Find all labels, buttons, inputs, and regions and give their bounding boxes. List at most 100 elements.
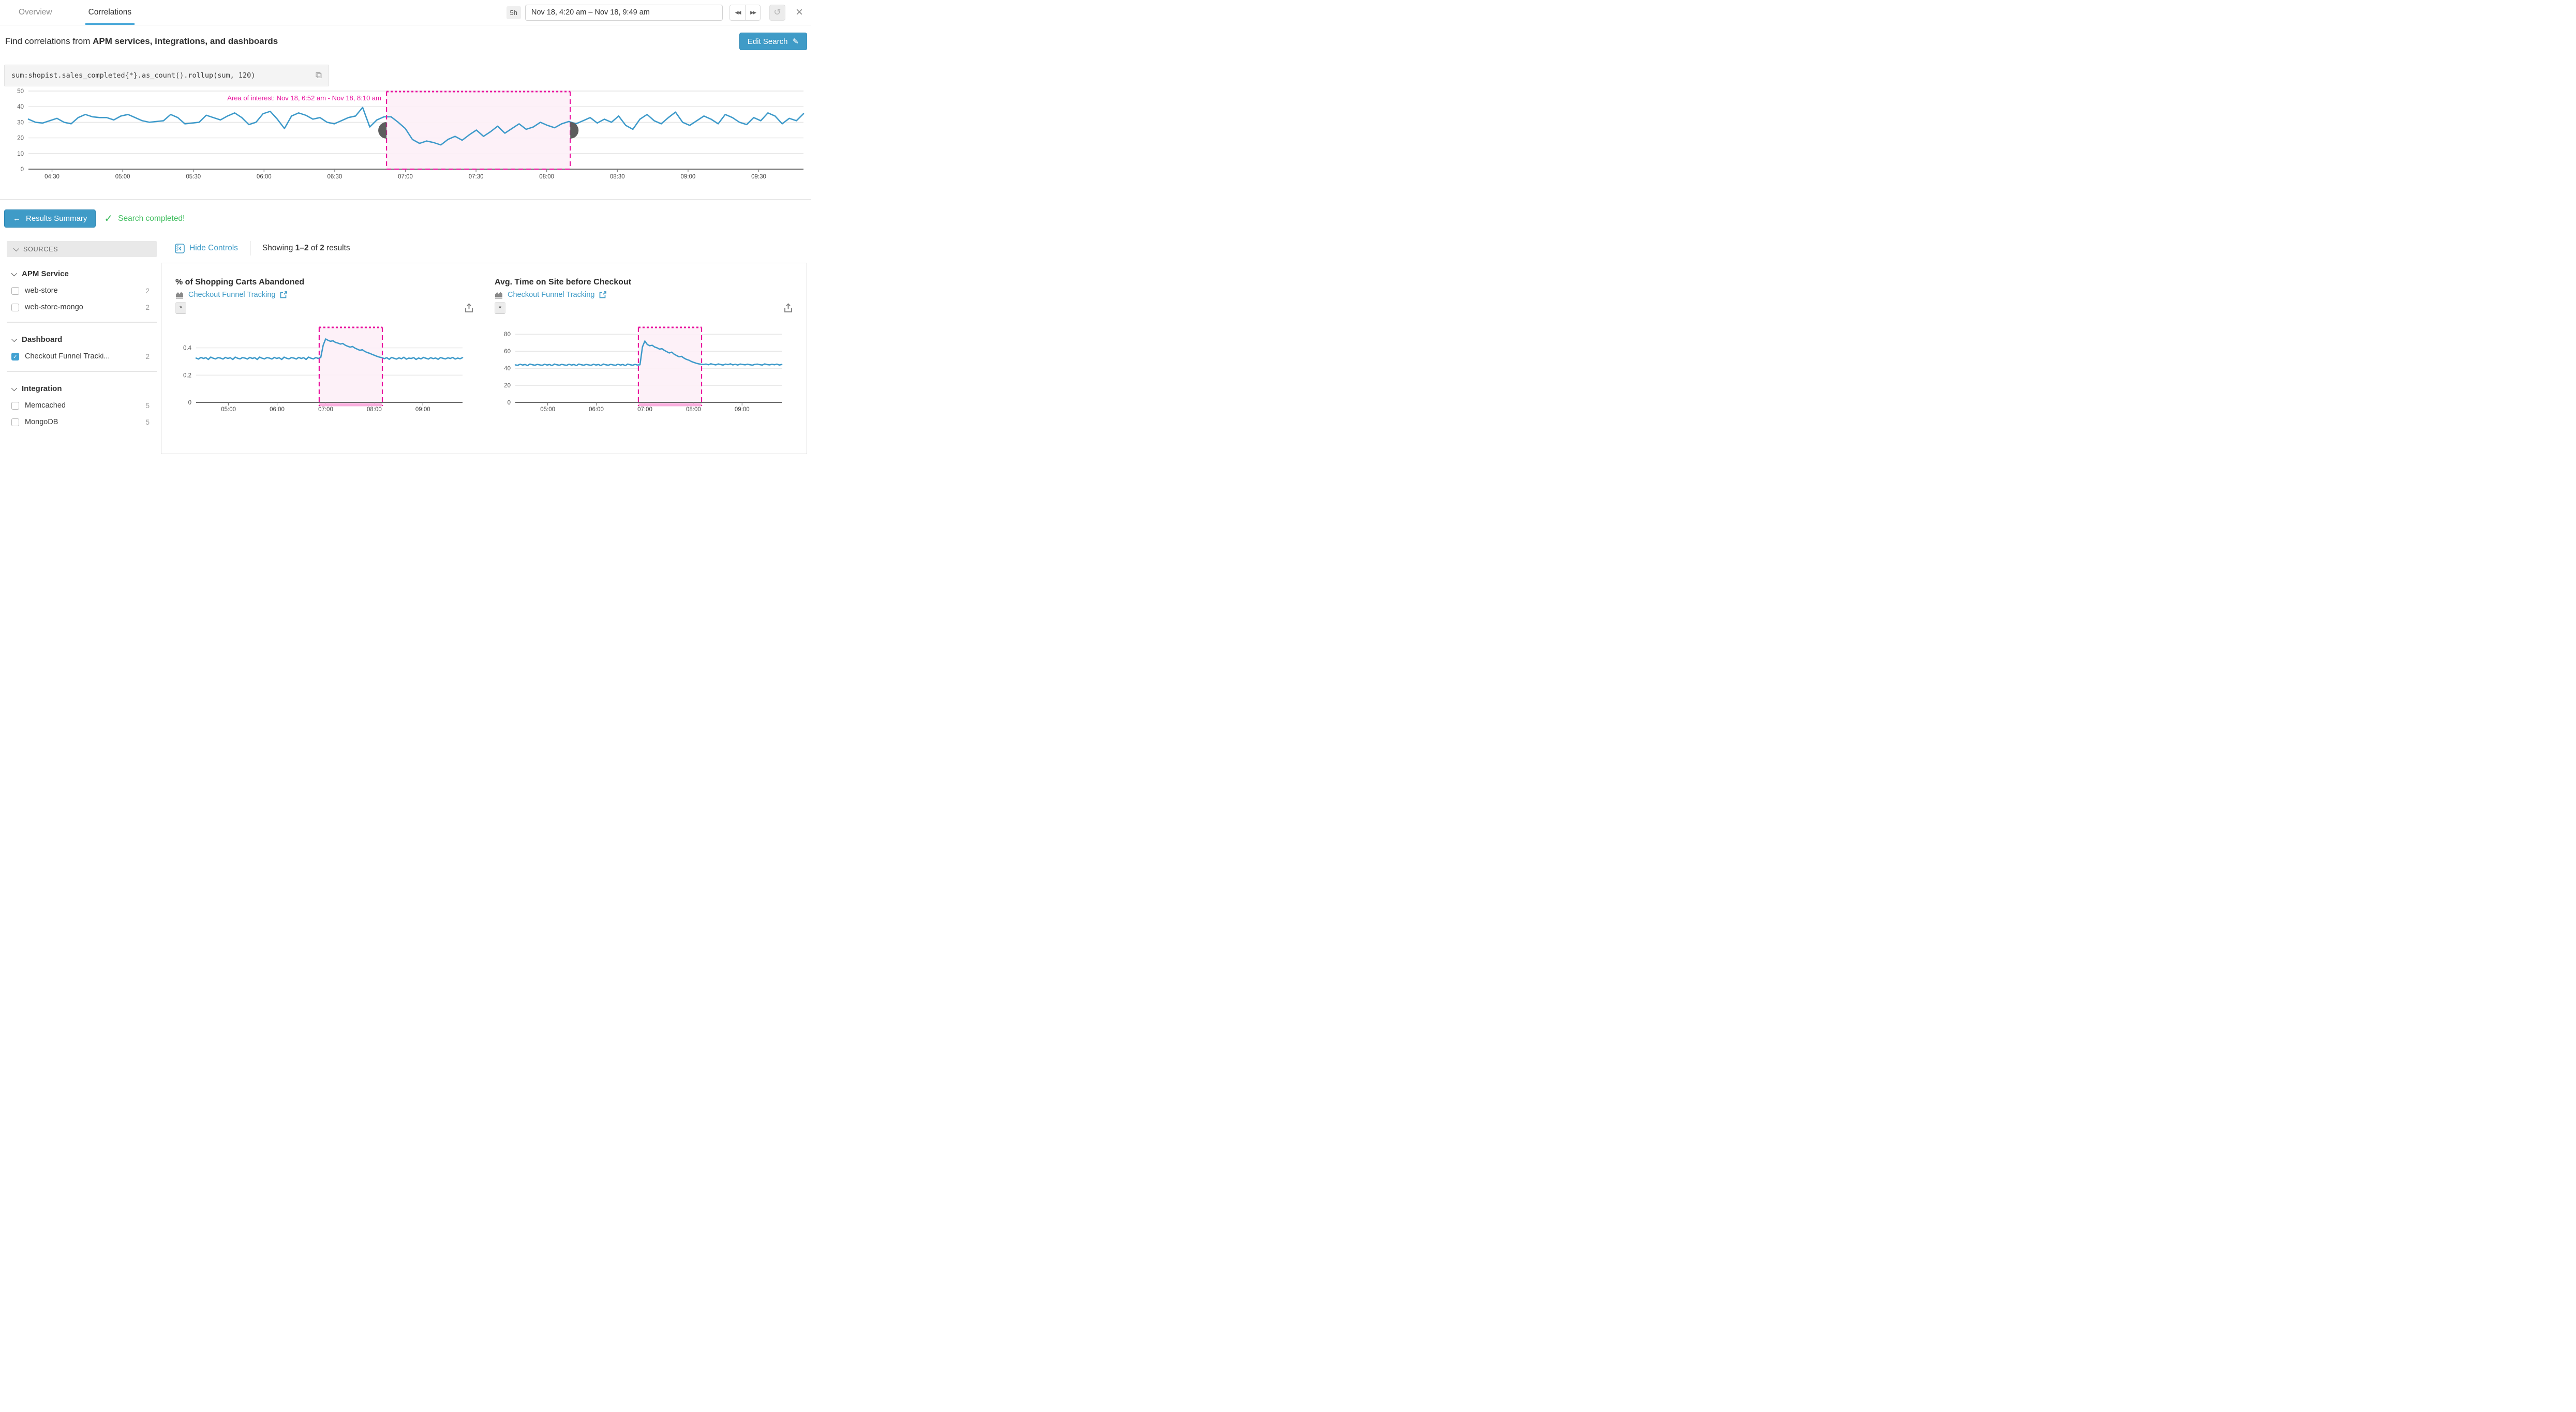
- svg-text:0.2: 0.2: [183, 372, 191, 379]
- query-text: sum:shopist.sales_completed{*}.as_count(…: [11, 71, 256, 80]
- svg-text:40: 40: [504, 366, 511, 372]
- section-title: Integration: [22, 384, 62, 393]
- svg-text:30: 30: [17, 119, 24, 126]
- item-count: 5: [145, 418, 150, 426]
- svg-text:07:00: 07:00: [318, 407, 333, 413]
- main-chart[interactable]: 0 10 20 30 40 50 04:30 05:00 05:30 06:00 06:30 07:0…: [0, 86, 811, 188]
- svg-text:07:00: 07:00: [398, 174, 413, 180]
- time-range-input[interactable]: Nov 18, 4:20 am – Nov 18, 9:49 am: [525, 4, 723, 21]
- external-link-icon[interactable]: [599, 291, 607, 298]
- card-carts-abandoned: % of Shopping Carts Abandoned Checkout F…: [161, 263, 481, 454]
- svg-text:0: 0: [508, 400, 511, 406]
- hide-controls-link[interactable]: Hide Controls: [189, 244, 238, 252]
- dashboard-link[interactable]: Checkout Funnel Tracking: [508, 291, 595, 299]
- item-count: 2: [145, 287, 150, 295]
- svg-text:06:30: 06:30: [327, 174, 343, 180]
- checkbox[interactable]: [11, 401, 19, 410]
- carts-abandoned-chart[interactable]: 0 0.2 0.4 05:00 06:00 07:00 08:00 09:00: [165, 323, 475, 419]
- checkbox[interactable]: [11, 303, 19, 311]
- chevron-down-icon: [11, 385, 18, 391]
- svg-text:07:30: 07:30: [469, 174, 484, 180]
- chevron-down-icon: [11, 270, 18, 276]
- checkbox[interactable]: [11, 287, 19, 295]
- svg-text:07:00: 07:00: [637, 407, 652, 413]
- svg-text:50: 50: [17, 88, 24, 95]
- time-nav-group: ◀◀ ▶▶: [729, 4, 761, 21]
- svg-text:06:00: 06:00: [589, 407, 604, 413]
- checkbox[interactable]: [11, 418, 19, 426]
- refresh-button[interactable]: ↺: [769, 4, 785, 21]
- svg-text:0: 0: [188, 400, 191, 406]
- sidebar-divider: [7, 322, 157, 323]
- svg-text:09:00: 09:00: [681, 174, 696, 180]
- lower-layout: SOURCES APM Service web-store 2 web-stor…: [0, 228, 811, 454]
- time-back-button[interactable]: ◀◀: [729, 5, 745, 20]
- svg-text:0: 0: [21, 167, 24, 173]
- svg-text:0.4: 0.4: [183, 346, 192, 352]
- external-link-icon[interactable]: [280, 291, 288, 298]
- query-box: sum:shopist.sales_completed{*}.as_count(…: [4, 65, 329, 86]
- svg-text:04:30: 04:30: [44, 174, 59, 180]
- top-bar: Overview Correlations 5h Nov 18, 4:20 am…: [0, 0, 811, 25]
- dashboard-link[interactable]: Checkout Funnel Tracking: [188, 291, 276, 299]
- back-arrow-icon: ←: [13, 214, 21, 223]
- tab-overview[interactable]: Overview: [19, 8, 52, 17]
- sources-header[interactable]: SOURCES: [7, 241, 157, 257]
- svg-text:40: 40: [17, 104, 24, 110]
- tab-bar: Overview Correlations: [0, 0, 135, 25]
- sidebar-item-web-store-mongo: web-store-mongo 2: [11, 303, 150, 311]
- results-bar: ← Results Summary ✓ Search completed!: [4, 209, 811, 228]
- page-title: Find correlations from APM services, int…: [5, 36, 278, 47]
- card-link-row: Checkout Funnel Tracking: [495, 291, 800, 299]
- export-icon[interactable]: [465, 303, 473, 313]
- pencil-icon: ✎: [792, 37, 799, 46]
- svg-text:09:30: 09:30: [751, 174, 766, 180]
- svg-text:05:00: 05:00: [221, 407, 236, 413]
- scope-chip[interactable]: *: [175, 302, 186, 314]
- svg-text:08:30: 08:30: [610, 174, 625, 180]
- svg-text:06:00: 06:00: [257, 174, 272, 180]
- time-forward-button[interactable]: ▶▶: [744, 5, 760, 20]
- area-of-interest-label: Area of interest: Nov 18, 6:52 am - Nov …: [227, 94, 381, 102]
- export-icon[interactable]: [784, 303, 793, 313]
- section-divider: [0, 199, 811, 200]
- close-button[interactable]: ×: [796, 6, 803, 19]
- card-title: Avg. Time on Site before Checkout: [495, 278, 632, 287]
- time-controls: 5h Nov 18, 4:20 am – Nov 18, 9:49 am ◀◀ …: [506, 0, 811, 25]
- sources-sidebar: SOURCES APM Service web-store 2 web-stor…: [0, 228, 161, 454]
- rewind-icon: ◀◀: [735, 9, 741, 15]
- section-title: APM Service: [22, 269, 69, 278]
- area-chart-icon: [495, 292, 502, 299]
- svg-text:20: 20: [17, 136, 24, 142]
- item-count: 5: [145, 401, 150, 410]
- showing-results-text: Showing 1–2 of 2 results: [262, 244, 350, 252]
- time-range-badge: 5h: [506, 6, 521, 19]
- copy-icon[interactable]: ⧉: [315, 70, 322, 80]
- checkbox-checked[interactable]: ✓: [11, 352, 19, 360]
- card-link-row: Checkout Funnel Tracking: [175, 291, 481, 299]
- area-chart-icon: [176, 292, 183, 299]
- section-dashboard[interactable]: Dashboard: [11, 335, 161, 344]
- tab-correlations[interactable]: Correlations: [85, 0, 135, 25]
- item-label: web-store-mongo: [25, 303, 83, 311]
- item-label: Checkout Funnel Tracki...: [25, 352, 110, 360]
- section-apm-service[interactable]: APM Service: [11, 269, 161, 278]
- scope-chip[interactable]: *: [495, 302, 505, 314]
- svg-text:06:00: 06:00: [270, 407, 285, 413]
- svg-text:20: 20: [504, 383, 511, 389]
- results-summary-button[interactable]: ← Results Summary: [4, 209, 96, 228]
- chevron-down-icon: [11, 336, 18, 342]
- svg-text:08:00: 08:00: [539, 174, 554, 180]
- sources-header-label: SOURCES: [23, 245, 58, 253]
- section-title: Dashboard: [22, 335, 63, 344]
- close-icon: ×: [795, 5, 803, 19]
- results-summary-label: Results Summary: [26, 214, 87, 223]
- edit-search-button[interactable]: Edit Search ✎: [739, 33, 807, 50]
- svg-text:09:00: 09:00: [735, 407, 750, 413]
- results-main: Hide Controls Showing 1–2 of 2 results %…: [161, 228, 811, 454]
- time-on-site-chart[interactable]: 0 20 40 60 80 05:00 06:00 07:00 08:00 09:00: [484, 323, 795, 419]
- edit-search-label: Edit Search: [747, 37, 788, 46]
- fast-forward-icon: ▶▶: [750, 9, 756, 15]
- svg-text:08:00: 08:00: [367, 407, 382, 413]
- section-integration[interactable]: Integration: [11, 384, 161, 393]
